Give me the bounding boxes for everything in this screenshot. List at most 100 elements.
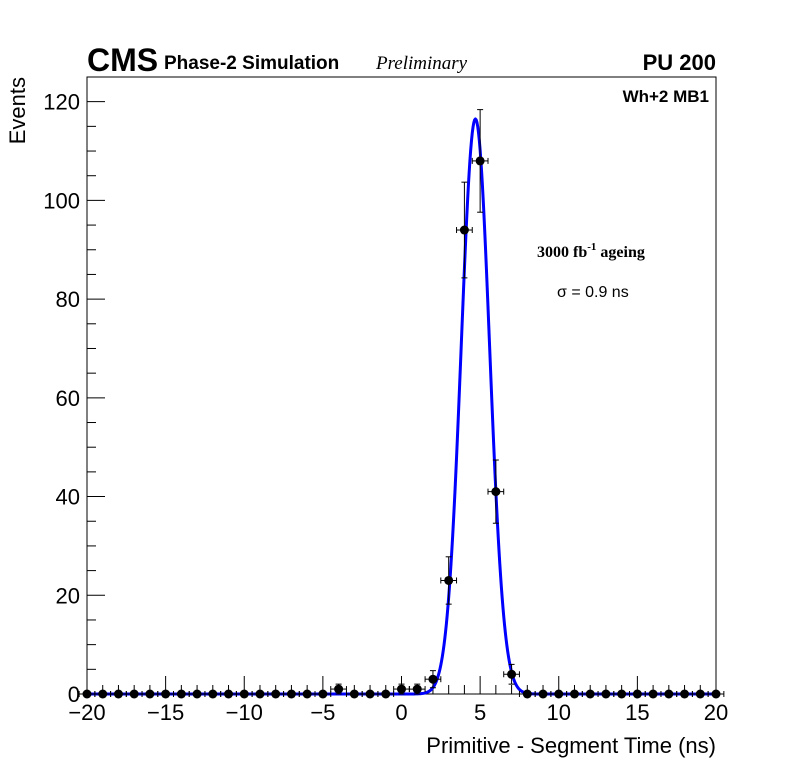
ageing-label: 3000 fb-1 ageing: [537, 241, 645, 261]
data-point: [145, 689, 155, 699]
data-point-group: [283, 689, 300, 699]
axis-ticks: [86, 76, 717, 695]
data-point-group: [456, 181, 473, 279]
data-point-group: [110, 689, 127, 699]
x-tick-label: −10: [226, 700, 263, 725]
data-point-group: [251, 689, 269, 699]
data-point: [444, 575, 454, 585]
data-point: [113, 689, 123, 699]
x-axis-title: Primitive - Segment Time (ns): [426, 733, 716, 758]
y-tick-label: 100: [43, 188, 80, 213]
data-point: [239, 689, 249, 699]
data-point: [428, 674, 438, 684]
data-point: [695, 689, 705, 699]
data-point: [271, 689, 281, 699]
ageing-exponent: -1: [587, 241, 596, 253]
x-tick-label: 5: [474, 700, 486, 725]
data-point: [632, 689, 642, 699]
x-tick-label: −20: [68, 700, 105, 725]
sigma-label: σ = 0.9 ns: [557, 284, 629, 301]
y-tick-label: 0: [68, 682, 80, 707]
data-point-group: [707, 689, 725, 699]
data-point: [98, 689, 108, 699]
data-point: [412, 684, 422, 694]
y-tick-label: 60: [56, 386, 80, 411]
data-point-group: [377, 689, 395, 699]
data-point: [648, 689, 658, 699]
data-point: [82, 689, 92, 699]
status-label: Preliminary: [375, 53, 468, 74]
fit-layer: [86, 117, 717, 696]
data-point-group: [220, 689, 237, 699]
data-point: [554, 689, 564, 699]
data-point-group: [314, 689, 332, 699]
data-point: [302, 689, 312, 699]
data-point-group: [94, 689, 112, 699]
y-tick-label: 120: [43, 90, 80, 115]
station-label: Wh+2 MB1: [623, 87, 709, 106]
data-point: [129, 689, 139, 699]
x-tick-label: 20: [704, 700, 728, 725]
data-points: [78, 109, 725, 699]
data-point-group: [204, 689, 222, 699]
data-point-group: [361, 689, 379, 699]
data-point: [601, 689, 611, 699]
x-tick-label: 0: [395, 700, 407, 725]
ageing-suffix: ageing: [596, 244, 644, 261]
data-point-group: [141, 689, 159, 699]
data-point-group: [676, 689, 693, 699]
data-point: [538, 689, 548, 699]
data-point: [208, 689, 218, 699]
data-point: [664, 689, 674, 699]
data-point: [161, 689, 171, 699]
data-point-group: [157, 689, 174, 699]
ageing-prefix: 3000 fb: [537, 244, 587, 261]
data-point: [475, 156, 485, 166]
data-point: [459, 225, 469, 235]
data-point: [585, 689, 595, 699]
data-point-group: [267, 689, 285, 699]
x-tick-label: −5: [310, 700, 335, 725]
data-point-group: [172, 689, 190, 699]
data-point: [349, 689, 359, 699]
data-point: [617, 689, 627, 699]
data-point-group: [629, 689, 646, 699]
data-point-group: [503, 663, 520, 685]
data-point-group: [235, 689, 253, 699]
data-point: [522, 689, 532, 699]
data-point-group: [188, 689, 206, 699]
data-point-group: [581, 689, 599, 699]
cms-label: CMS: [87, 42, 158, 78]
x-tick-label: 10: [547, 700, 571, 725]
fit-curve: [86, 117, 717, 696]
y-tick-label: 40: [56, 485, 80, 510]
data-point: [334, 684, 344, 694]
data-point: [224, 689, 234, 699]
data-point-group: [330, 683, 347, 695]
data-point-group: [597, 689, 615, 699]
data-point-group: [298, 689, 316, 699]
data-point: [365, 689, 375, 699]
y-tick-label: 80: [56, 287, 80, 312]
data-point: [397, 684, 406, 694]
x-tick-label: −15: [147, 700, 184, 725]
data-point: [711, 689, 721, 699]
data-point: [680, 689, 690, 699]
data-point: [318, 689, 328, 699]
data-point: [176, 689, 186, 699]
data-point-group: [487, 459, 505, 524]
data-point-group: [660, 689, 678, 699]
pileup-label: PU 200: [643, 50, 716, 75]
y-axis-title: Events: [5, 77, 30, 144]
data-point: [381, 689, 391, 699]
data-point-group: [78, 689, 96, 699]
y-tick-label: 20: [56, 583, 80, 608]
data-point-group: [534, 689, 552, 699]
data-point: [286, 689, 296, 699]
data-point-group: [566, 689, 583, 699]
data-point-group: [345, 689, 363, 699]
data-point: [192, 689, 202, 699]
data-point: [255, 689, 265, 699]
data-point-group: [408, 683, 426, 695]
